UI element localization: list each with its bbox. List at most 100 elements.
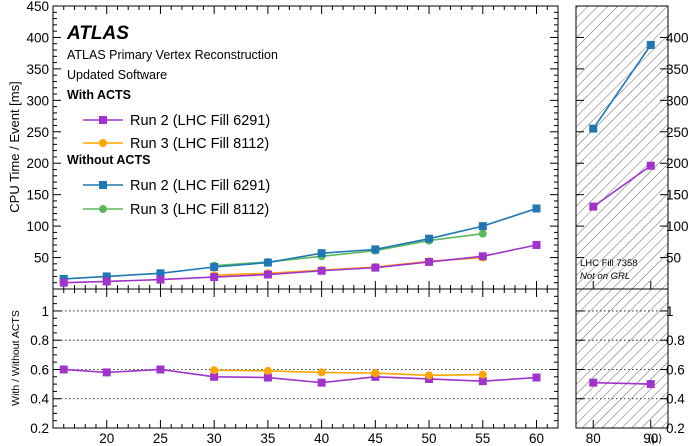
ratio-data-point (371, 369, 380, 378)
side-main-y-tick-label: 250 (666, 125, 689, 140)
data-series (59, 40, 655, 389)
side-main-y-tick-label: 300 (666, 93, 689, 108)
ratio-data-point (210, 372, 219, 381)
side-ratio-frame (575, 288, 669, 429)
side-x-tick-label: 90 (643, 431, 658, 446)
side-main-hatch (576, 6, 668, 289)
side-ratio-hatch (576, 289, 668, 428)
ratio-panel-frame (52, 288, 559, 429)
main-y-tick-label: 150 (26, 188, 49, 203)
main-data-point (156, 269, 165, 278)
annotation-line-2: Updated Software (67, 68, 167, 82)
atlas-label: ATLAS (66, 23, 129, 44)
main-data-point (532, 204, 541, 213)
main-y-tick-label: 450 (26, 0, 49, 14)
side-main-y-tick-label: 50 (666, 251, 681, 266)
ratio-x-tick-label: 35 (260, 431, 275, 446)
ratio-series-line-1 (214, 369, 483, 377)
side-main-y-tick-label: 350 (666, 62, 689, 77)
main-data-point (371, 245, 380, 254)
ratio-x-tick-label: 20 (99, 431, 114, 446)
ratio-x-tick-label: 40 (314, 431, 329, 446)
ratio-y-axis-label: With / Without ACTS (10, 310, 22, 406)
side-main-data-point (589, 202, 598, 211)
side-note-grl: Not on GRL (580, 271, 630, 282)
legend-label-with-run3: Run 3 (LHC Fill 8112) (130, 136, 269, 152)
side-note-fill: LHC Fill 7358 (580, 258, 638, 269)
ratio-y-tick-label: 0.4 (30, 392, 49, 407)
ratio-x-tick-label: 45 (368, 431, 383, 446)
legend-marker (99, 139, 107, 147)
main-data-point (532, 240, 541, 249)
legend-marker (99, 116, 107, 124)
side-main-y-tick-label: 150 (666, 188, 689, 203)
side-main-y-tick-label: 100 (666, 219, 689, 234)
legend-label-without-run3: Run 3 (LHC Fill 8112) (130, 202, 269, 218)
side-main-data-point (646, 40, 655, 49)
ratio-series-line-0 (63, 368, 537, 384)
side-main-data-point (646, 161, 655, 170)
ratio-data-point (263, 366, 272, 375)
axis-ticks: 50 100 150 200 250 300 350 400 450 20 25 30 35 40 45 50… (26, 0, 688, 446)
main-data-point (210, 273, 219, 282)
main-data-point (263, 270, 272, 279)
ratio-data-point (210, 366, 219, 375)
side-ratio-y-tick-label: 0.8 (666, 333, 685, 348)
side-main-y-tick-label: 400 (666, 30, 689, 45)
main-data-point (317, 249, 326, 258)
legend-marker (99, 181, 107, 189)
side-main-data-point (589, 124, 598, 133)
main-series-line-0 (63, 244, 537, 284)
side-ratio-data-point (589, 378, 598, 387)
main-y-tick-label: 50 (34, 251, 49, 266)
side-x-tick-label: 80 (586, 431, 601, 446)
ratio-data-point (317, 378, 326, 387)
ratio-y-tick-label: 0.8 (30, 333, 49, 348)
ratio-data-point (478, 377, 487, 386)
side-ratio-data-point (646, 380, 655, 389)
main-y-tick-label: 300 (26, 93, 49, 108)
main-series-line-2 (63, 207, 537, 280)
side-ratio-series-line-0 (593, 381, 651, 385)
ratio-x-tick-label: 55 (475, 431, 490, 446)
main-data-point (425, 234, 434, 243)
side-main-series-line-1 (592, 165, 652, 208)
ratio-y-tick-label: 0.6 (30, 362, 49, 377)
side-x-axis-label: ⟨μ⟩ (648, 433, 663, 445)
main-data-point (317, 266, 326, 275)
ratio-data-point (263, 373, 272, 382)
main-data-point (371, 263, 380, 272)
legend-label-without-run2: Run 2 (LHC Fill 6291) (130, 178, 270, 194)
main-y-tick-label: 200 (26, 156, 49, 171)
ratio-x-tick-label: 25 (153, 431, 168, 446)
main-data-point (478, 252, 487, 261)
main-data-point (102, 272, 111, 281)
legend-marker (99, 205, 107, 213)
ratio-data-point (59, 365, 68, 374)
main-data-point (210, 262, 219, 271)
side-ratio-y-tick-label: 0.6 (666, 362, 685, 377)
main-data-point (156, 275, 165, 284)
ratio-data-point (317, 368, 326, 377)
legend (83, 116, 123, 213)
annotation-line-1: ATLAS Primary Vertex Reconstruction (67, 48, 278, 62)
legend-group-with: With ACTS (67, 88, 131, 102)
main-data-point (478, 229, 487, 238)
ratio-data-point (156, 365, 165, 374)
main-data-point (263, 258, 272, 267)
main-y-tick-label: 100 (26, 219, 49, 234)
side-ratio-y-tick-label: 1 (666, 304, 674, 319)
side-main-series-line-0 (592, 44, 652, 130)
side-ratio-y-tick-label: 0.2 (666, 421, 685, 436)
side-main-y-tick-label: 200 (666, 156, 689, 171)
main-y-tick-label: 250 (26, 125, 49, 140)
main-data-point (102, 277, 111, 286)
side-ratio-y-tick-label: 0.4 (666, 392, 685, 407)
ratio-x-tick-label: 30 (207, 431, 222, 446)
main-data-point (59, 278, 68, 287)
main-data-point (425, 257, 434, 266)
ratio-y-tick-label: 0.2 (30, 421, 49, 436)
ratio-y-tick-label: 1 (41, 304, 49, 319)
main-y-tick-label: 400 (26, 30, 49, 45)
